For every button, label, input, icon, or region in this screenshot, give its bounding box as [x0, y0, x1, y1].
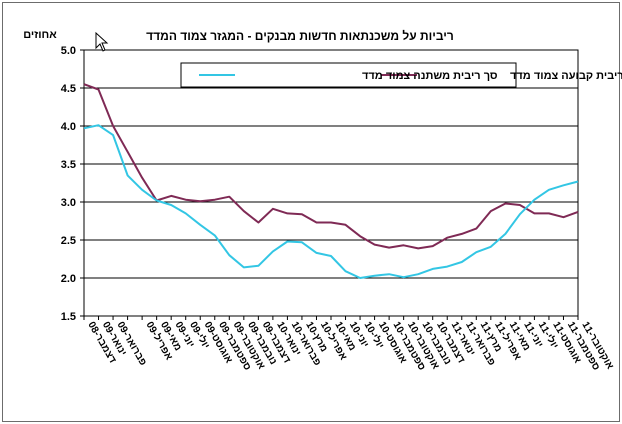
y-tick-label: 3.0: [61, 197, 76, 209]
y-tick-label: 4.0: [61, 121, 76, 133]
chart-title: ריביות על משכנתאות חדשות מבנקים - המגזר …: [146, 29, 454, 43]
legend: ריבית קבועה צמוד מדד סך ריבית משתנה צמוד…: [180, 62, 622, 88]
mouse-cursor-icon: [95, 31, 109, 52]
series-line-fixed: [83, 83, 579, 250]
legend-box: [180, 62, 517, 88]
y-axis-unit-label: אחוזים: [23, 29, 57, 41]
y-tick-label: 2.0: [61, 273, 76, 285]
plot-border: [83, 49, 579, 317]
gridlines: [84, 87, 578, 279]
y-tick-label: 3.5: [61, 159, 76, 171]
series-line-variable: [83, 124, 579, 279]
y-tick-label: 2.5: [61, 235, 76, 247]
legend-label-fixed: ריבית קבועה צמוד מדד: [510, 70, 622, 82]
legend-label-variable: סך ריבית משתנה צמוד מדד: [362, 70, 498, 82]
x-axis: דצמבר-08ינואר-09פברואר-09אפריל-09מאי-09י…: [83, 316, 615, 372]
y-axis: 1.5 2.0 2.5 3.0 3.5 4.0 4.5 5.0: [61, 45, 84, 323]
series-lines: [83, 83, 579, 279]
plot-area: [83, 49, 579, 317]
y-tick-label: 1.5: [61, 311, 76, 323]
y-tick-label: 4.5: [61, 83, 76, 95]
y-tick-label: 5.0: [61, 45, 76, 57]
